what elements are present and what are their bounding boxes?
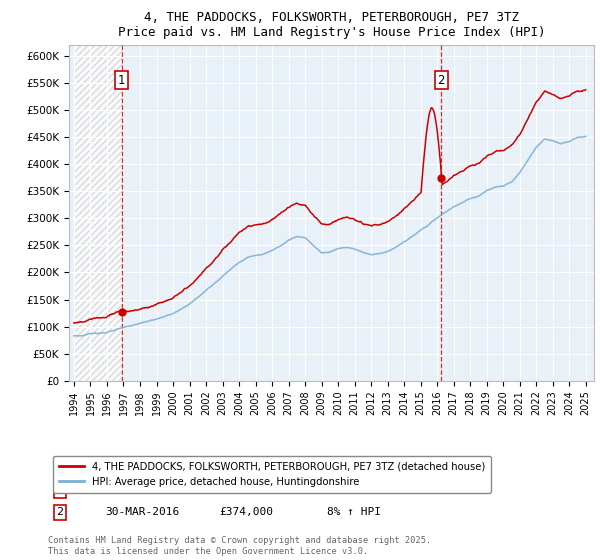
Text: Contains HM Land Registry data © Crown copyright and database right 2025.
This d: Contains HM Land Registry data © Crown c… [48, 536, 431, 556]
Text: 2: 2 [56, 507, 64, 517]
Text: 1: 1 [56, 485, 64, 495]
Text: 2: 2 [437, 73, 445, 87]
Title: 4, THE PADDOCKS, FOLKSWORTH, PETERBOROUGH, PE7 3TZ
Price paid vs. HM Land Regist: 4, THE PADDOCKS, FOLKSWORTH, PETERBOROUG… [118, 11, 545, 39]
Text: 1: 1 [118, 73, 125, 87]
Legend: 4, THE PADDOCKS, FOLKSWORTH, PETERBOROUGH, PE7 3TZ (detached house), HPI: Averag: 4, THE PADDOCKS, FOLKSWORTH, PETERBOROUG… [53, 456, 491, 493]
Text: 21-NOV-1996: 21-NOV-1996 [105, 485, 179, 495]
Text: 30-MAR-2016: 30-MAR-2016 [105, 507, 179, 517]
Text: 46% ↑ HPI: 46% ↑ HPI [327, 485, 388, 495]
Text: £374,000: £374,000 [219, 507, 273, 517]
Text: 8% ↑ HPI: 8% ↑ HPI [327, 507, 381, 517]
Text: £126,750: £126,750 [219, 485, 273, 495]
